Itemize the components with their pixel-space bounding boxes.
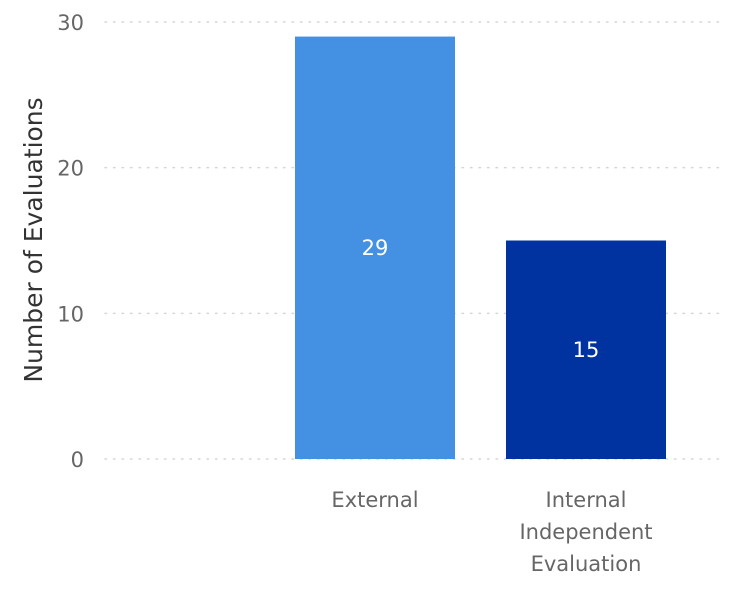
bar-1 [295,36,455,460]
data-labels: 29 15 [362,236,600,362]
y-tick-label: 30 [57,11,84,35]
data-label-2: 15 [573,338,600,362]
y-tick-label: 0 [71,448,84,472]
y-axis-tick-labels: 0 10 20 30 [57,11,84,472]
bars [295,36,666,460]
x-tick-label-line: Evaluation [531,552,642,576]
y-axis-title: Number of Evaluations [19,97,48,382]
data-label-1: 29 [362,236,389,260]
x-tick-label-line: Internal [546,488,627,512]
bar-2 [506,240,666,459]
x-tick-label: Internal Independent Evaluation [519,488,652,576]
x-axis-tick-labels: External Internal Independent Evaluation [331,488,652,576]
x-tick-label-line: External [331,488,418,512]
y-tick-label: 10 [57,302,84,326]
y-tick-label: 20 [57,157,84,181]
x-tick-label-line: Independent [519,520,652,544]
x-tick-label: External [331,488,418,512]
